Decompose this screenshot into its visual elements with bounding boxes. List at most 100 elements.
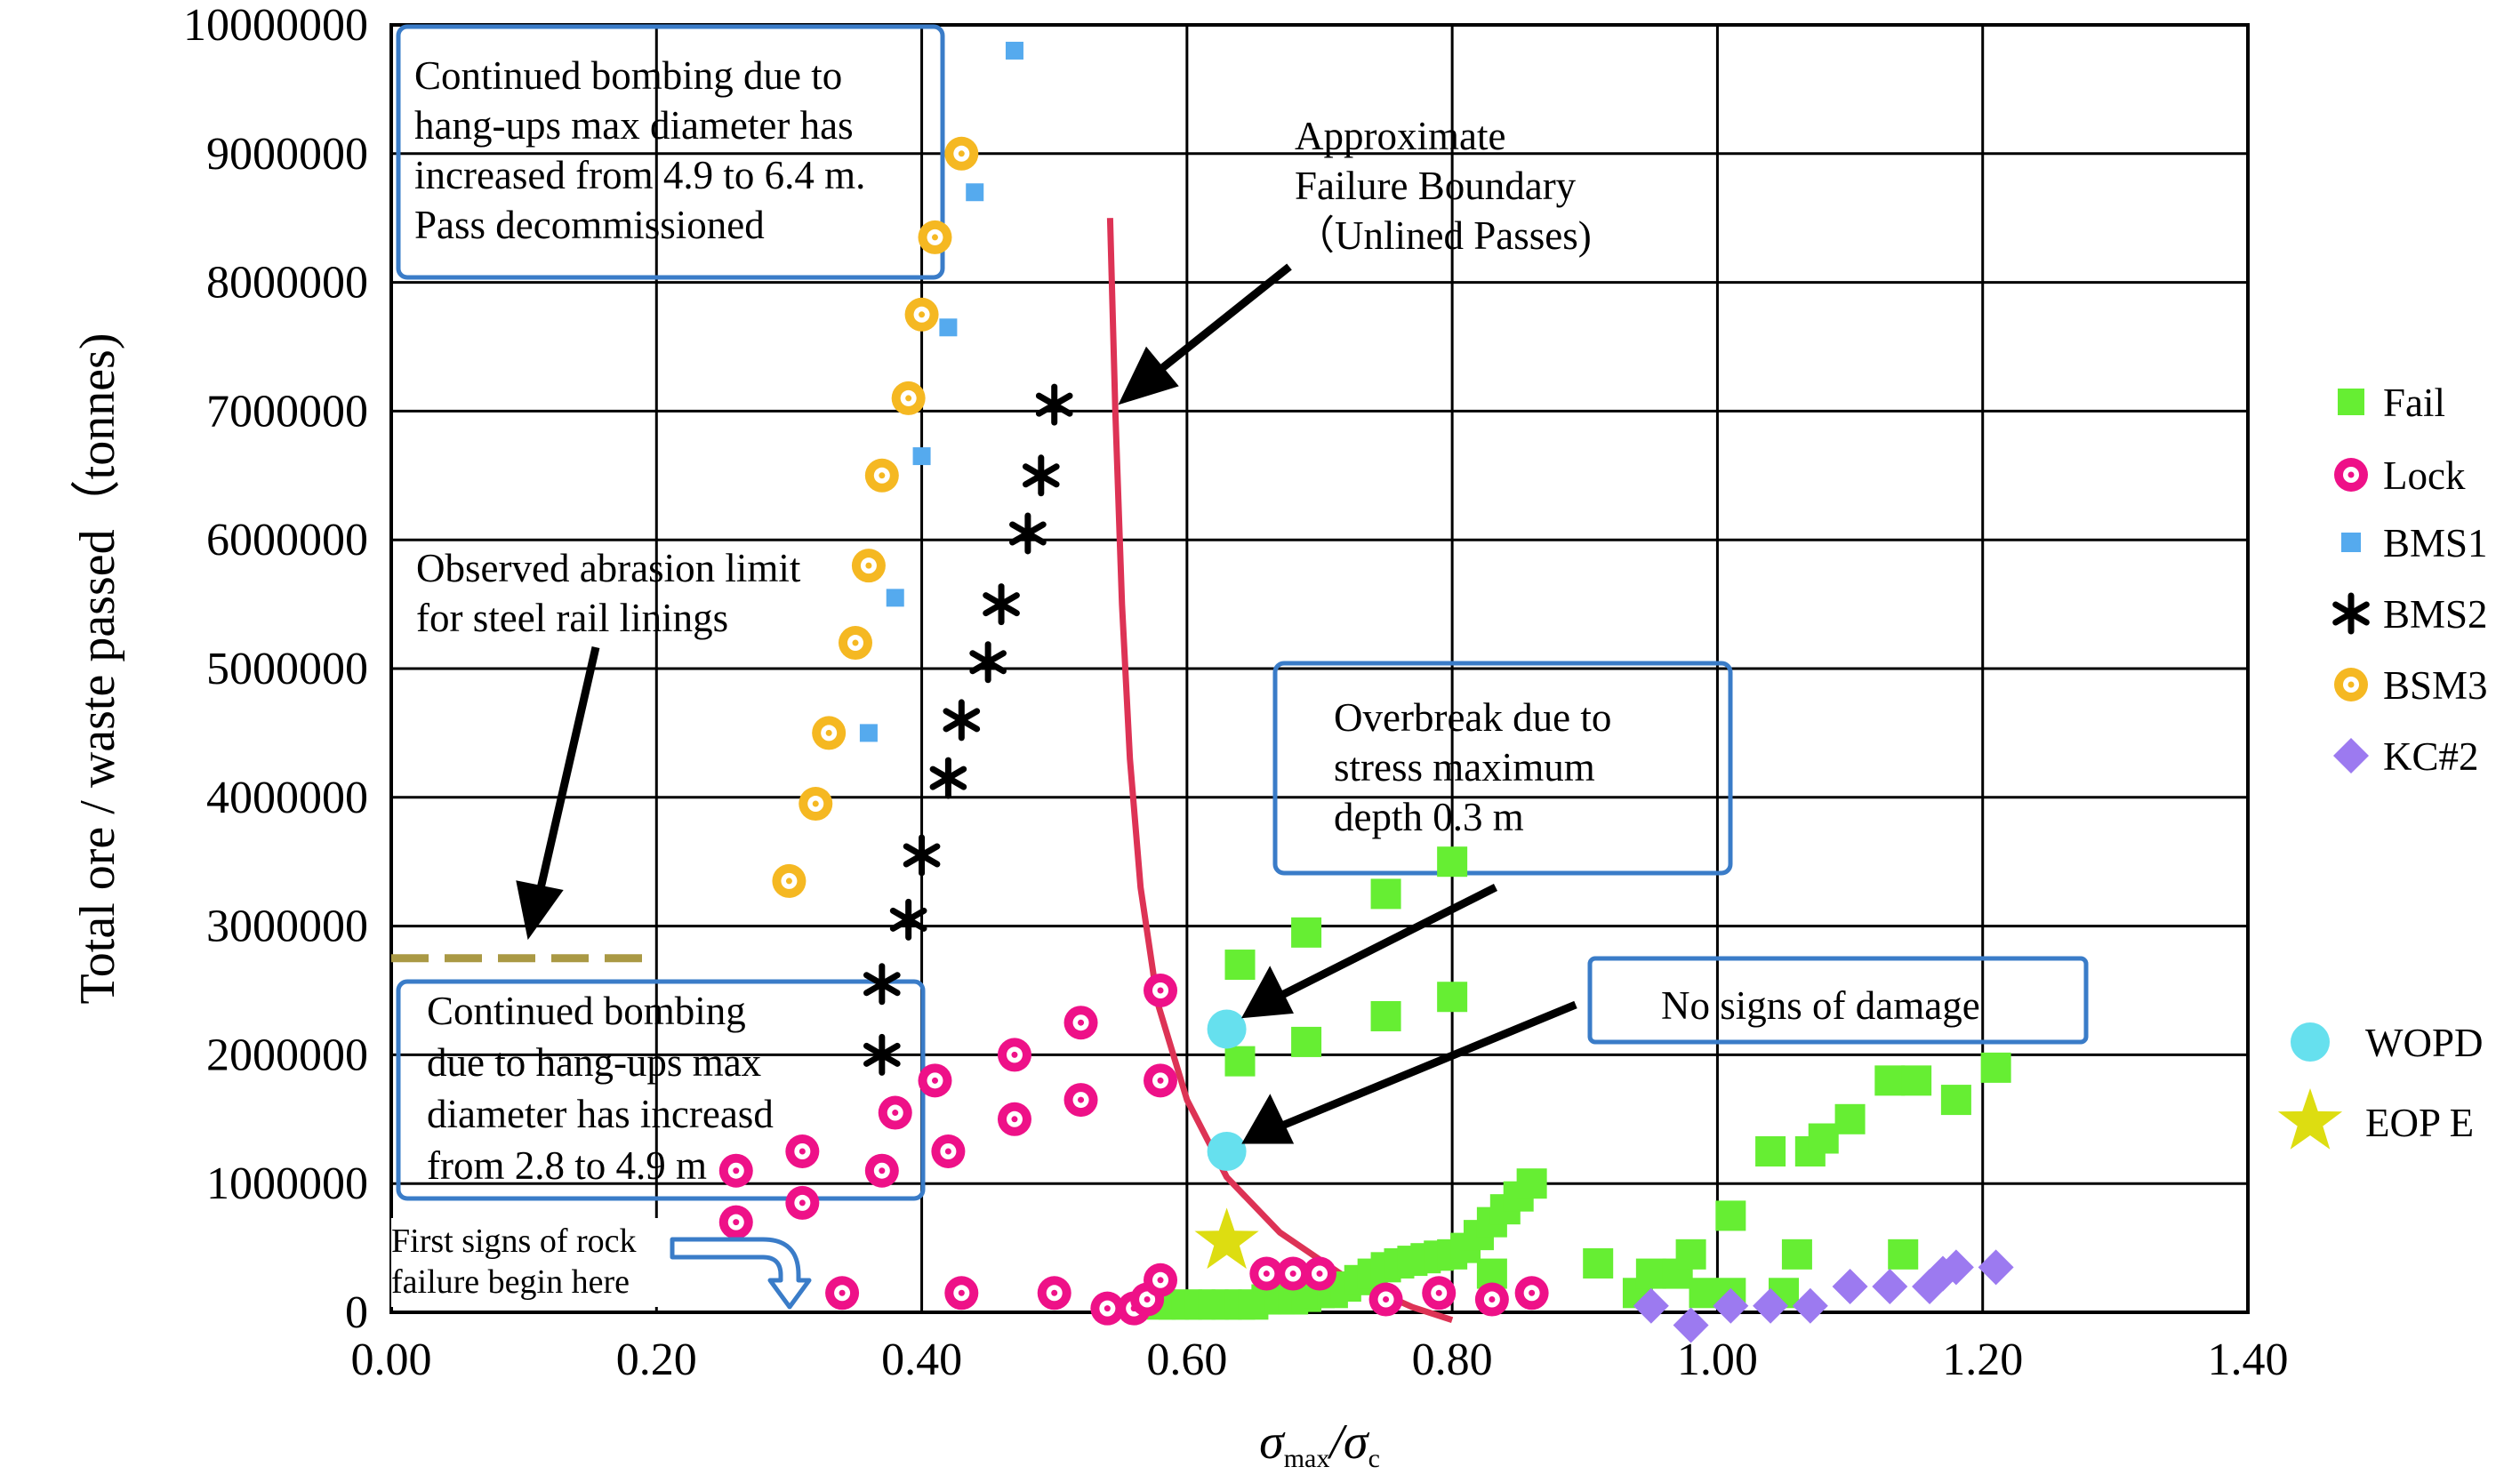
bms2-point	[863, 1033, 901, 1076]
lock-point	[1063, 1083, 1098, 1118]
bsm3-point	[944, 136, 979, 171]
lock-point	[825, 1276, 860, 1311]
legend-marker-bms1	[2341, 533, 2361, 552]
ring-dot-icon	[879, 472, 886, 479]
ring-dot-icon	[733, 1167, 740, 1174]
fail-square-icon	[1808, 1123, 1839, 1154]
lock-point	[1514, 1276, 1549, 1311]
fail-point	[1224, 950, 1256, 981]
fail-point	[1980, 1052, 2011, 1083]
y-tick-labels: 0 1000000 2000000 3000000 4000000 5000000 6000…	[183, 0, 368, 1338]
lock-point	[1474, 1282, 1509, 1317]
bms1-point	[859, 724, 878, 742]
small-square-icon	[859, 724, 878, 742]
bombing-top-box	[396, 24, 945, 280]
legend-marker-fail	[2338, 389, 2364, 415]
lock-point	[931, 1134, 966, 1168]
wopd-point	[1207, 1132, 1247, 1171]
boundary-arrow-head	[1118, 346, 1179, 405]
first-signs-arrow	[670, 1237, 812, 1310]
ring-dot-icon	[879, 1167, 886, 1174]
lock-point	[944, 1276, 979, 1311]
kc-2-point	[1713, 1287, 1749, 1324]
no-damage-arrow-head	[1241, 1094, 1295, 1144]
small-square-icon	[886, 589, 904, 607]
ring-dot-icon	[1529, 1289, 1536, 1296]
kc-2-point	[1872, 1269, 1908, 1305]
lock-point	[1303, 1256, 1336, 1291]
asterisk-stroke-icon	[983, 592, 1020, 617]
lock-point	[1037, 1276, 1071, 1311]
legend-label-wopd: WOPD	[2365, 1021, 2484, 1065]
fail-square-icon	[1888, 1239, 1919, 1270]
diamond-icon	[1978, 1249, 2014, 1286]
x-tick-label: 0.20	[616, 1335, 697, 1385]
bms2-point	[903, 834, 941, 877]
asterisk-stroke-icon	[929, 766, 967, 790]
fail-square-icon	[1370, 1000, 1401, 1031]
first-signs-bg	[391, 1218, 665, 1307]
bsm3-point	[851, 549, 886, 583]
fail-point	[1224, 1046, 1256, 1077]
bsm3-point	[904, 297, 939, 332]
kc-2-point	[1978, 1249, 2014, 1286]
fail-square-icon	[1635, 1258, 1666, 1289]
lock-point	[1422, 1276, 1457, 1311]
fail-point	[1689, 1278, 1720, 1309]
bms1-point	[939, 318, 958, 337]
fail-point	[1834, 1103, 1866, 1134]
lock-point	[878, 1095, 912, 1130]
fail-point	[1583, 1247, 1614, 1279]
boundary-arrow	[1155, 263, 1292, 375]
fail-square-icon	[1874, 1065, 1906, 1096]
ring-dot-icon	[1489, 1296, 1496, 1303]
bms2-point	[929, 757, 967, 799]
ring-dot-icon	[852, 639, 859, 646]
bms2-point	[943, 699, 981, 742]
ring-dot-icon	[1157, 987, 1164, 994]
fail-point	[1437, 846, 1468, 878]
ring-dot-icon	[931, 234, 938, 241]
failure-boundary-label: Approximate Failure Boundary （Unlined Pa…	[1295, 114, 1592, 258]
kc-2-point	[1633, 1287, 1669, 1324]
ring-dot-icon	[1383, 1296, 1390, 1303]
fail-point	[1291, 917, 1322, 948]
lock-point	[997, 1102, 1031, 1136]
asterisk-stroke-icon	[863, 972, 901, 997]
fail-square-icon	[1224, 950, 1256, 981]
bms2-point	[1022, 454, 1060, 497]
asterisk-stroke-icon	[1035, 392, 1073, 417]
fail-square-icon	[1224, 1046, 1256, 1077]
ring-dot-icon	[1316, 1271, 1323, 1278]
bsm3-point	[918, 220, 952, 254]
fail-square-icon	[1370, 878, 1401, 910]
legend-marker-lock	[2334, 458, 2368, 492]
star-icon	[1194, 1207, 1259, 1270]
bms2-point	[983, 583, 1020, 626]
ring-dot-icon	[892, 1110, 899, 1117]
asterisk-stroke-icon	[1022, 463, 1060, 488]
diamond-icon	[2333, 738, 2369, 774]
bsm3-point	[864, 458, 899, 493]
ring-dot-icon	[839, 1289, 846, 1296]
lock-point	[1144, 974, 1178, 1007]
bms2-point	[889, 898, 927, 941]
fail-point	[1781, 1239, 1812, 1270]
lock-point	[718, 1205, 753, 1239]
circle-icon	[1207, 1009, 1247, 1049]
x-tick-label: 1.20	[1942, 1335, 2023, 1385]
small-square-icon	[939, 318, 958, 337]
legend-label-fail: Fail	[2383, 381, 2445, 425]
fail-square-icon	[1715, 1200, 1746, 1231]
fail-square-icon	[1291, 1026, 1322, 1057]
bms2-point	[1009, 512, 1047, 555]
abrasion-arrow	[534, 645, 600, 898]
ring-dot-icon	[2347, 471, 2355, 478]
legend-label-kc-2: KC#2	[2383, 734, 2479, 779]
x-tick-label: 1.40	[2208, 1335, 2289, 1385]
bombing-top-text: Continued bombing due to hang-ups max di…	[414, 53, 876, 247]
fail-square-icon	[1437, 982, 1468, 1013]
y-tick-label: 7000000	[206, 386, 368, 437]
fail-point	[1888, 1239, 1919, 1270]
